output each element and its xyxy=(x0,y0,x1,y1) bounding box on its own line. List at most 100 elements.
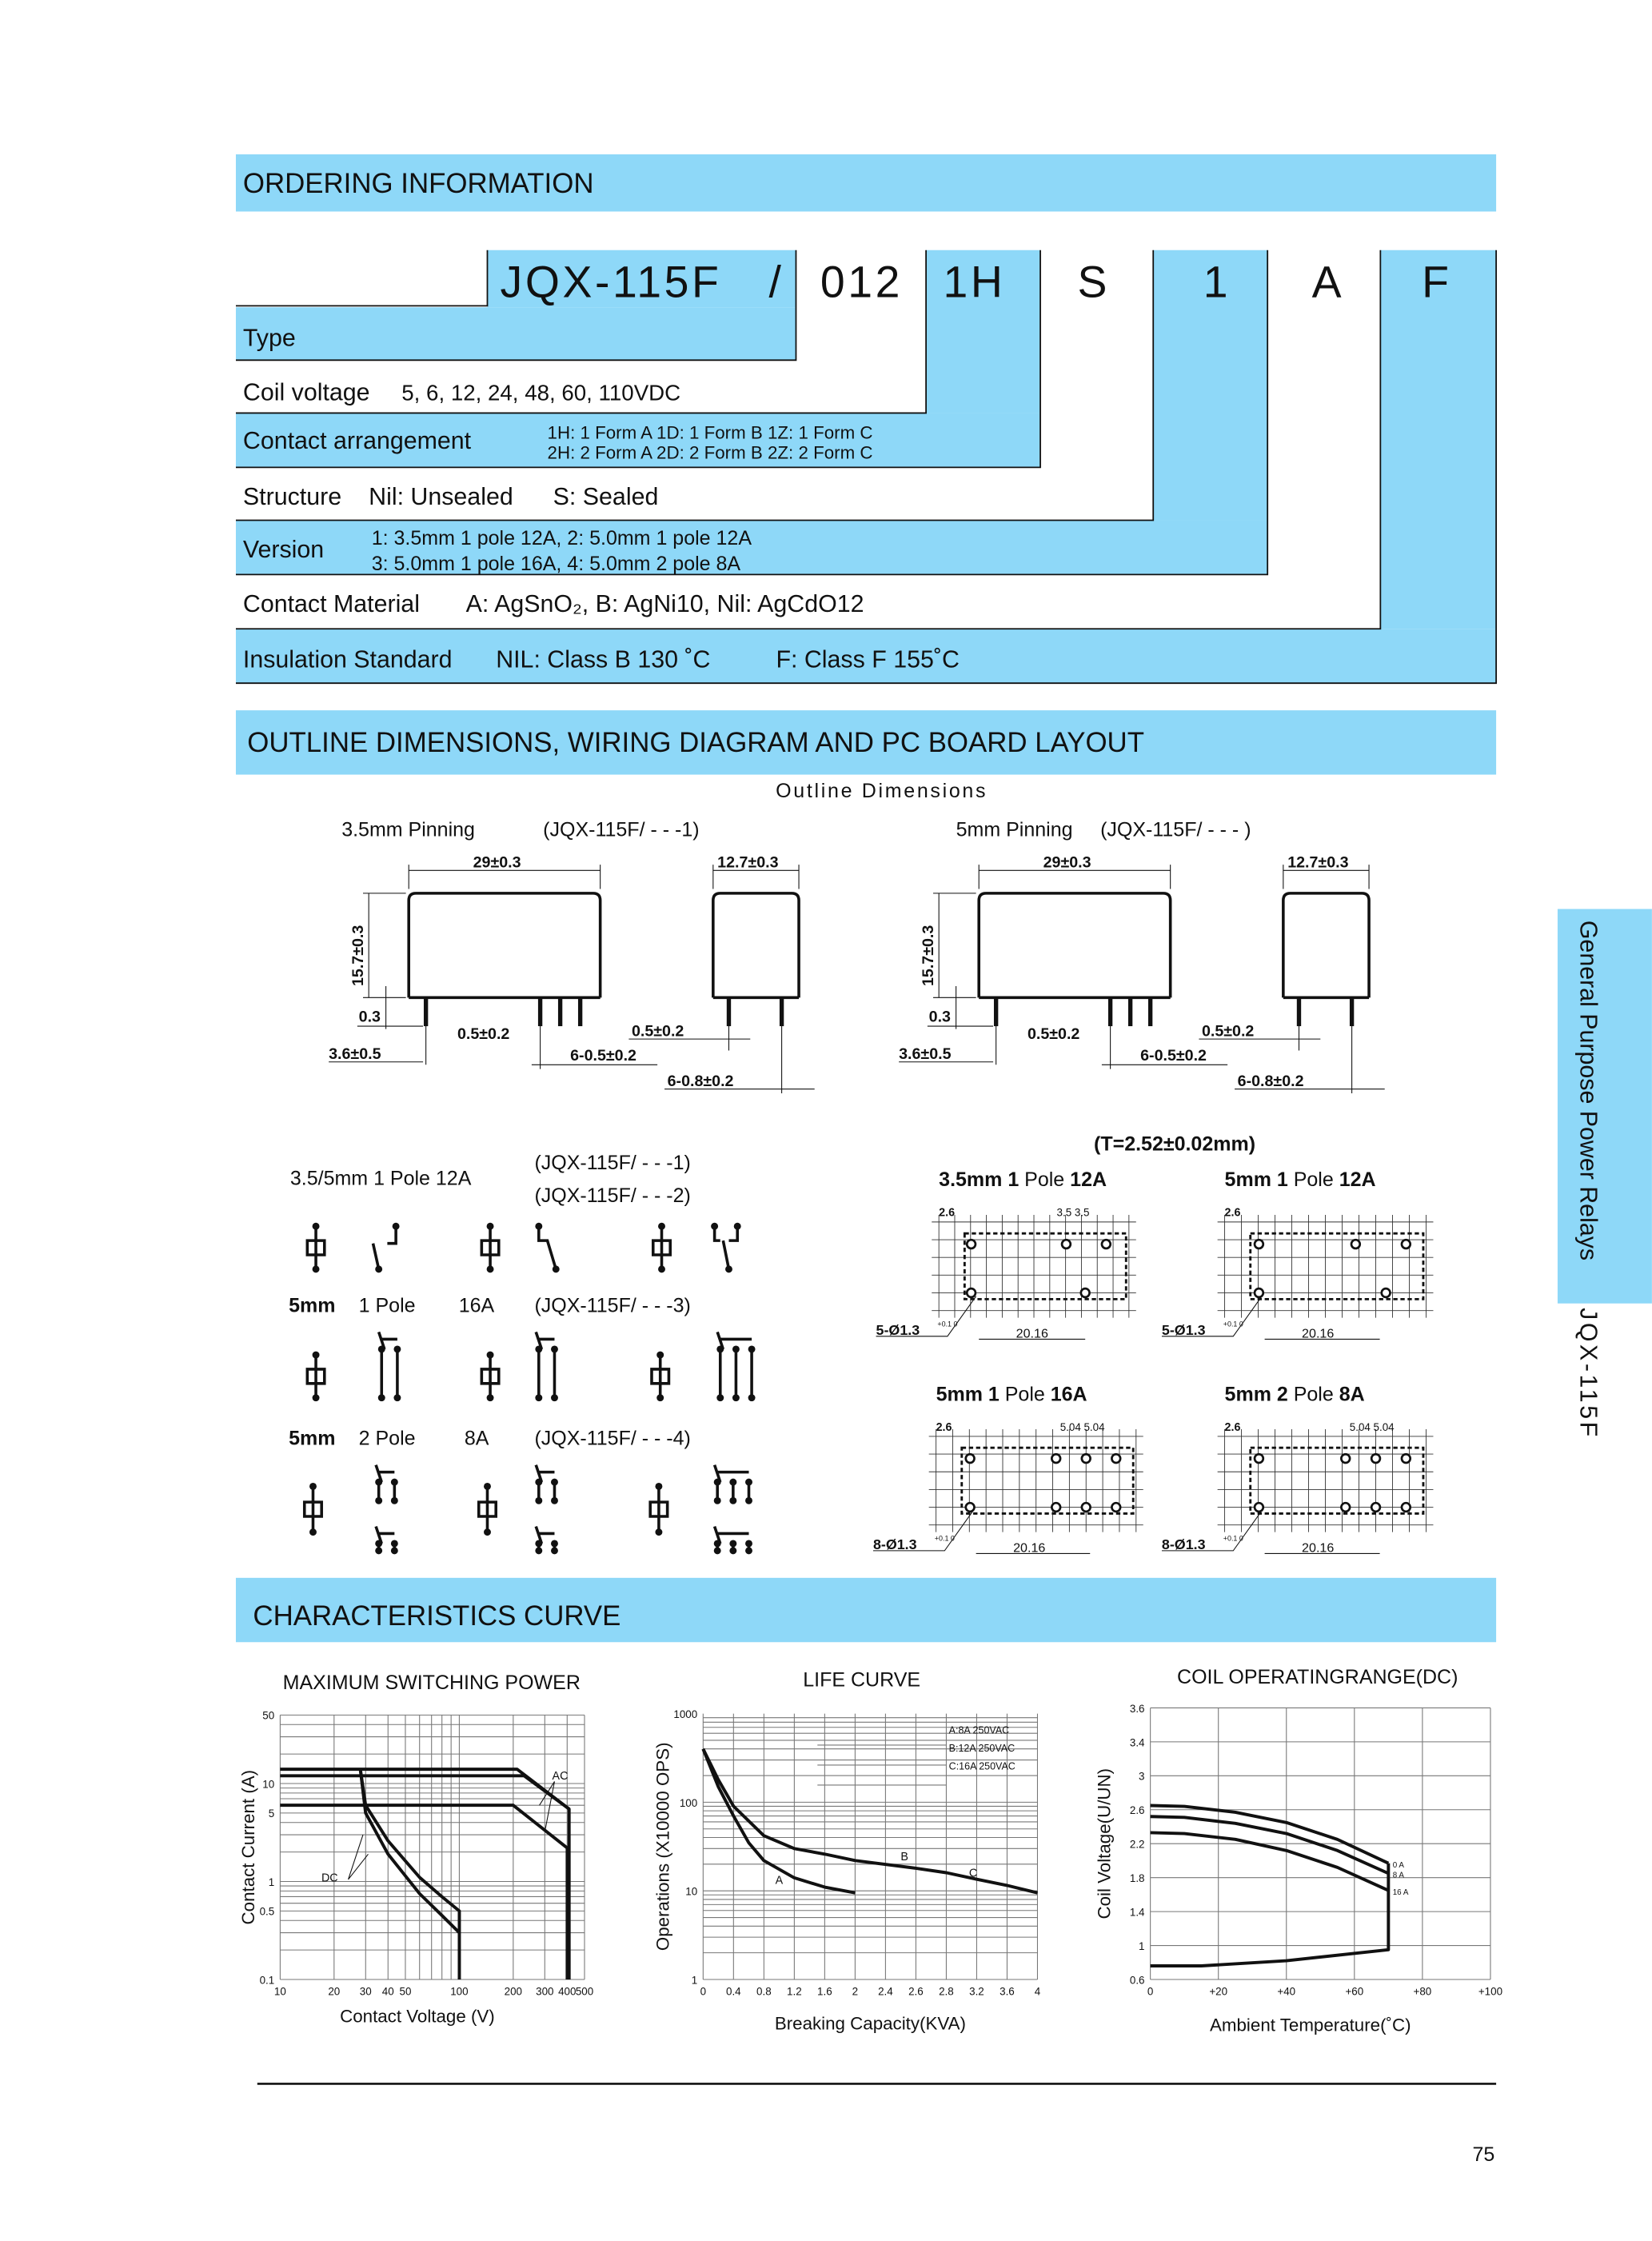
dim-pin-6: 6-0.5±0.2 xyxy=(570,1047,636,1065)
x-tick-label: +20 xyxy=(1209,1986,1227,1998)
y-axis-label: Contact Current (A) xyxy=(238,1770,258,1925)
y-tick-label: 10 xyxy=(262,1778,274,1790)
y-tick-label: 50 xyxy=(262,1710,274,1722)
y-tick-label: 1 xyxy=(269,1876,274,1888)
terminal-dot xyxy=(745,1478,752,1486)
series-label: 0 A xyxy=(1393,1861,1405,1870)
contact-symbol-tall xyxy=(712,1464,752,1504)
contact-arm xyxy=(534,1331,555,1350)
x-tick-label: 300 xyxy=(536,1986,553,1998)
legend-entry: A:8A 250VAC xyxy=(949,1725,1010,1736)
row-material-label: Contact Material xyxy=(243,591,420,617)
pcb-title-amps: 16A xyxy=(1051,1383,1087,1405)
terminal-dot xyxy=(312,1351,320,1359)
contact-arm xyxy=(534,1525,555,1544)
terminal-dot xyxy=(551,1345,558,1353)
terminal-dot xyxy=(535,1394,543,1402)
terminal-dot xyxy=(729,1547,737,1555)
chart-title: MAXIMUM SWITCHING POWER xyxy=(283,1672,581,1694)
series-label: 16 A xyxy=(1393,1888,1409,1897)
series-label: 8 A xyxy=(1393,1871,1405,1880)
row-structure-label: Structure xyxy=(243,484,341,510)
coil-line xyxy=(650,1355,671,1398)
pcb-hole-tol: +0.1 0 xyxy=(935,1534,955,1542)
pcb-span-dim: 20.16 xyxy=(1302,1327,1334,1341)
relay-footprint xyxy=(1249,1232,1425,1300)
y-axis-label: Operations (X10000 OPS) xyxy=(652,1742,672,1951)
y-tick-label: 5 xyxy=(269,1808,274,1820)
annotation-leader xyxy=(348,1781,556,1880)
series-line xyxy=(1150,1831,1390,1892)
wiring-row2-pole: 1 Pole xyxy=(359,1294,416,1316)
x-tick-label: +40 xyxy=(1277,1986,1295,1998)
pcb-hole-spec: 5-Ø1.3 xyxy=(1162,1322,1206,1338)
chart-3: COIL OPERATINGRANGE(DC) Ambient Temperatu… xyxy=(1095,1666,1502,2035)
dim-pin-8: 6-0.8±0.2 xyxy=(1238,1073,1304,1090)
relay-body-front xyxy=(407,892,602,1000)
pcb-layout: 5mm 2 Pole 8A 2.6 5.04 5.04 8-Ø1.3 +0.1 0 20.… xyxy=(1161,1383,1434,1556)
x-tick-label: 100 xyxy=(450,1986,468,1998)
coil-symbol xyxy=(305,1222,326,1273)
contact-symbol-tall xyxy=(377,1331,401,1402)
pcb-hole xyxy=(964,1452,976,1464)
y-tick-label: 1.4 xyxy=(1130,1906,1145,1918)
x-axis-label: Contact Voltage (V) xyxy=(340,2007,495,2027)
terminal-dot xyxy=(748,1345,756,1353)
terminal-dot xyxy=(309,1483,317,1490)
pcb-hole xyxy=(1253,1238,1265,1250)
pcb-hole xyxy=(1400,1452,1412,1464)
y-axis-label: Coil Voltage(U/UN) xyxy=(1095,1768,1115,1919)
relay-body-front xyxy=(977,892,1172,1000)
annotation: B xyxy=(900,1851,908,1864)
y-tick-label: 2.2 xyxy=(1130,1839,1145,1851)
pcb-hole xyxy=(1370,1452,1382,1464)
contact-symbol-tall xyxy=(716,1331,756,1402)
terminal-dot xyxy=(745,1540,752,1548)
dim-pin-8: 6-0.8±0.2 xyxy=(668,1073,734,1090)
x-tick-label: 1.2 xyxy=(787,1986,802,1998)
pcb-pitch-dim: 5.04 5.04 xyxy=(1350,1421,1395,1433)
pcb-title-amps: 12A xyxy=(1070,1168,1107,1191)
pcb-title-size: 5mm 1 xyxy=(1225,1168,1288,1191)
terminal-dot xyxy=(552,1265,560,1273)
wiring-row2-amps: 16A xyxy=(459,1294,495,1316)
pcb-hole xyxy=(1080,1452,1091,1464)
terminal-dot xyxy=(748,1394,756,1402)
side-tab xyxy=(1557,909,1652,1304)
coil-symbol xyxy=(302,1483,323,1536)
row-version-line2: 3: 5.0mm 1 pole 16A, 4: 5.0mm 2 pole 8A xyxy=(372,553,741,575)
coil-line xyxy=(477,1486,497,1532)
contact-symbol-tall xyxy=(534,1464,558,1504)
legend-entry: B:12A 250VAC xyxy=(949,1743,1015,1754)
terminal-dot xyxy=(390,1547,398,1555)
pcb-title: 3.5mm 1 Pole 12A xyxy=(939,1168,1107,1191)
row-version-label: Version xyxy=(243,537,324,563)
contact-symbol xyxy=(535,1222,560,1273)
wiring-row1-code1: (JQX-115F/ - - -1) xyxy=(534,1152,690,1174)
characteristics-header-bar xyxy=(235,1577,1497,1643)
x-tick-label: 30 xyxy=(360,1986,372,1998)
relay-body-side xyxy=(712,892,800,1000)
terminal-dot xyxy=(390,1540,398,1548)
x-tick-label: 500 xyxy=(576,1986,593,1998)
series-line xyxy=(701,1748,1038,1895)
code-insulation: F xyxy=(1422,258,1451,307)
pcb-layout: 3.5mm 1 Pole 12A 2.6 3.5 3.5 5-Ø1.3 +0.1 0 20… xyxy=(876,1168,1136,1341)
terminal-dot xyxy=(658,1222,665,1230)
x-tick-label: 2.8 xyxy=(939,1986,954,1998)
ordering-header-bar xyxy=(235,154,1497,212)
terminal-dot xyxy=(486,1265,494,1273)
contact-arm xyxy=(374,1525,395,1544)
terminal-dot xyxy=(312,1394,320,1402)
terminal-dot xyxy=(729,1496,737,1504)
relay-footprint xyxy=(960,1446,1135,1515)
x-tick-label: 400 xyxy=(558,1986,576,1998)
pcb-title-size: 5mm 1 xyxy=(936,1383,1000,1405)
outline-header: OUTLINE DIMENSIONS, WIRING DIAGRAM AND P… xyxy=(247,727,1144,758)
terminal-dot xyxy=(375,1265,383,1273)
terminal-dot xyxy=(484,1483,491,1490)
pcb-edge-dim: 2.6 xyxy=(1225,1207,1241,1220)
right-pinning-code: (JQX-115F/ - - - ) xyxy=(1100,818,1251,841)
pcb-pitch-dim: 3.5 3.5 xyxy=(1057,1207,1090,1219)
